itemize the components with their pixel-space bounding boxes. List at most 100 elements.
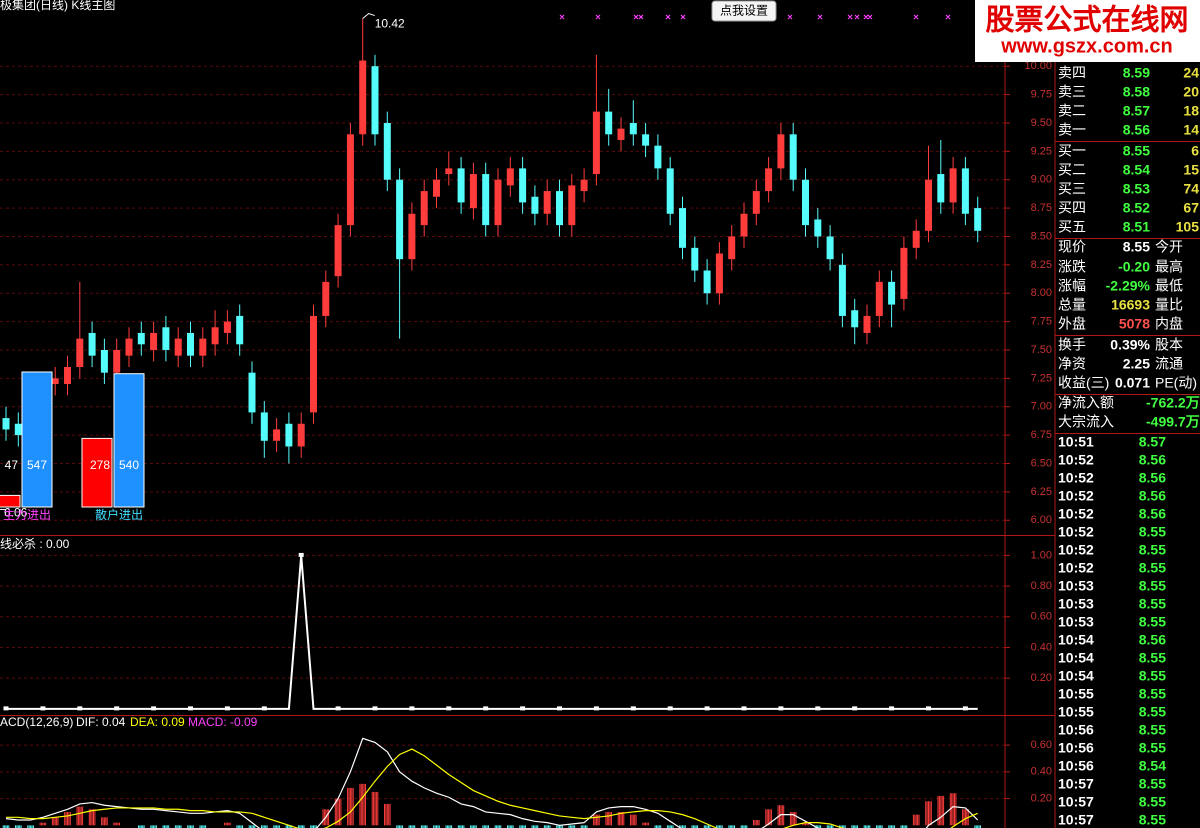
indicator-point [188,706,193,711]
flow-label: 净流入额 [1058,395,1114,411]
candle-body [174,338,182,356]
tick-price: 8.55 [1139,686,1166,702]
tick-price: 8.55 [1139,668,1166,684]
tick-price: 8.57 [1139,434,1166,450]
book-price: 8.56 [1123,122,1150,138]
candle-body [100,349,108,373]
candle-body [519,168,527,203]
button-label[interactable]: 点我设置 [720,4,768,18]
macd-line [5,737,979,828]
candle-body [703,270,711,294]
candle-body [851,310,859,328]
book-label: 买一 [1058,143,1086,159]
tick-price: 8.55 [1139,812,1166,828]
stat-value: 0.39% [1110,337,1150,353]
y-tick-label: 0.40 [1031,641,1052,653]
y-tick-label: 9.00 [1031,174,1052,186]
candle-body [949,168,957,203]
signal-markers [559,14,951,20]
tick-price: 8.55 [1139,740,1166,756]
tick-price: 8.55 [1139,776,1166,792]
candle-body [937,174,945,203]
candle-body [814,219,822,237]
y-tick-label: 0.80 [1031,580,1052,592]
y-tick-label: 7.00 [1031,401,1052,413]
logo: 股票公式在线网 www.gszx.com.cn [975,0,1200,62]
candle-body [765,168,773,192]
flow-value: 540 [119,458,139,472]
book-label: 卖三 [1058,84,1086,100]
y-tick-label: 6.50 [1031,457,1052,469]
book-price: 8.53 [1123,181,1150,197]
candle-body [273,429,281,441]
y-tick-label: 0.20 [1031,792,1052,804]
settings-button[interactable]: 点我设置 [711,0,777,22]
tick-price: 8.55 [1139,794,1166,810]
stat-label: 收益(三) [1058,375,1109,391]
candle-body [334,225,342,277]
button-box[interactable] [711,0,777,22]
tick-price: 8.55 [1139,578,1166,594]
stat-label2: PE(动) [1155,375,1197,391]
candle-body [408,213,416,260]
tick-price: 8.55 [1139,596,1166,612]
tick-time: 10:56 [1058,758,1094,774]
tick-time: 10:52 [1058,506,1094,522]
y-tick-label: 1.00 [1031,549,1052,561]
book-price: 8.52 [1123,200,1150,216]
candle-body [469,174,477,209]
candle-body [383,122,391,180]
book-volume: 74 [1183,181,1199,197]
main-panel: 10.42 6.06 47 547 主力进出 278 540 散户进出 [0,12,1005,522]
tick-price: 8.55 [1139,560,1166,576]
candle-body [974,208,982,231]
y-tick-label: 8.25 [1031,259,1052,271]
macd-line [6,748,978,828]
book-volume: 20 [1183,84,1199,100]
y-tick-label: 8.00 [1031,287,1052,299]
tick-price: 8.55 [1139,614,1166,630]
flow-label: 大宗流入 [1058,414,1114,430]
candle-body [457,168,465,203]
indicator-point [667,706,673,711]
book-label: 买二 [1058,162,1086,178]
indicator-point [593,706,599,711]
candle-body [592,111,600,175]
candle-body [433,179,440,197]
stat-label2: 最高 [1155,259,1183,275]
flow-bar [21,371,53,508]
candle-body [445,168,453,175]
candle-body [666,168,674,214]
stat-label2: 流通 [1155,356,1183,372]
y-tick-label: 6.00 [1031,514,1052,526]
candle-body [285,423,293,447]
candle-body [248,372,256,413]
stat-label2: 股本 [1155,337,1183,353]
indicator-point [483,706,489,711]
logo-box [975,0,1200,62]
candle-body [912,230,920,248]
book-price: 8.51 [1123,219,1150,235]
candle-body [137,332,145,345]
tick-time: 10:56 [1058,740,1094,756]
tick-time: 10:52 [1058,542,1094,558]
tick-time: 10:52 [1058,470,1094,486]
indicator-point [409,706,415,711]
candle-body [297,423,305,447]
candle-body [617,128,625,140]
candle-body [2,418,10,430]
book-volume: 67 [1183,200,1199,216]
macd-panel [0,737,1005,828]
stat-value: 2.25 [1123,356,1150,372]
candle-body [777,134,785,169]
tick-price: 8.55 [1139,542,1166,558]
candle-body [310,315,317,413]
y-tick-label: 0.20 [1031,672,1052,684]
stat-label: 涨幅 [1058,278,1086,294]
stat-value: -0.20 [1118,259,1150,275]
candle-body [199,338,207,356]
indicator-point [815,706,821,711]
